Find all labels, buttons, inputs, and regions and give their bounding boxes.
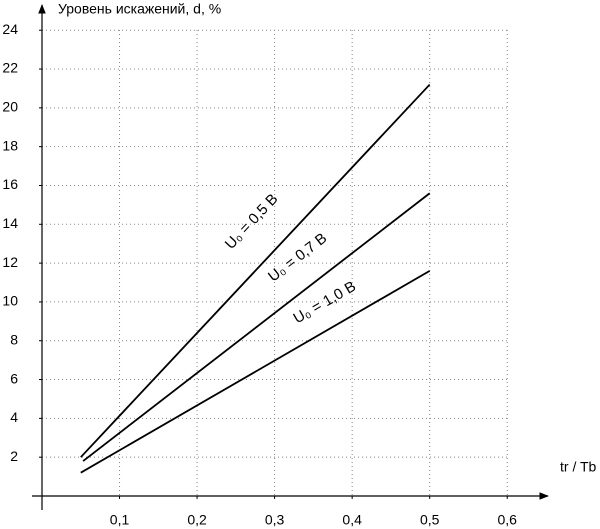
y-tick-label: 2 — [10, 448, 18, 464]
y-tick-label: 8 — [10, 331, 18, 347]
series-line — [80, 83, 431, 458]
y-tick-label: 24 — [2, 21, 18, 37]
y-tick-label: 12 — [2, 254, 18, 270]
series-label: U₀ = 1,0 В — [291, 278, 359, 327]
series-line — [82, 192, 431, 462]
series-line — [80, 270, 431, 474]
y-tick-label: 22 — [2, 60, 18, 76]
y-tick-label: 14 — [2, 215, 18, 231]
x-tick-label: 0,1 — [110, 512, 130, 528]
y-tick-label: 16 — [2, 176, 18, 192]
x-tick-label: 0,5 — [420, 512, 440, 528]
x-tick-label: 0,3 — [265, 512, 285, 528]
y-tick-label: 10 — [2, 293, 18, 309]
x-tick-label: 0,4 — [342, 512, 362, 528]
y-tick-label: 18 — [2, 137, 18, 153]
x-tick-label: 0,2 — [187, 512, 207, 528]
y-tick-label: 4 — [10, 409, 18, 425]
series-label: U₀ = 0,5 В — [222, 191, 282, 253]
x-axis-title: tr / Tb — [560, 459, 597, 475]
y-tick-label: 6 — [10, 370, 18, 386]
y-tick-label: 20 — [2, 99, 18, 115]
x-tick-label: 0,6 — [497, 512, 517, 528]
y-axis-title: Уровень искажений, d, % — [58, 1, 221, 17]
